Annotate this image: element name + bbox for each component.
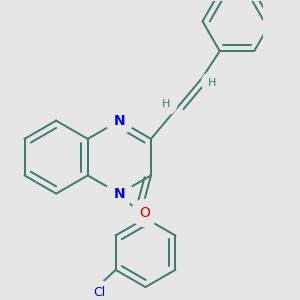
Text: N: N [114, 187, 125, 201]
Text: N: N [114, 114, 125, 128]
Circle shape [290, 9, 300, 34]
Text: H: H [208, 78, 217, 88]
Circle shape [131, 200, 158, 226]
Circle shape [106, 180, 133, 207]
Circle shape [202, 72, 223, 94]
Circle shape [106, 107, 133, 134]
Circle shape [87, 280, 111, 300]
Circle shape [155, 93, 177, 115]
Text: Cl: Cl [93, 286, 105, 299]
Text: O: O [139, 206, 150, 220]
Text: H: H [162, 99, 170, 109]
